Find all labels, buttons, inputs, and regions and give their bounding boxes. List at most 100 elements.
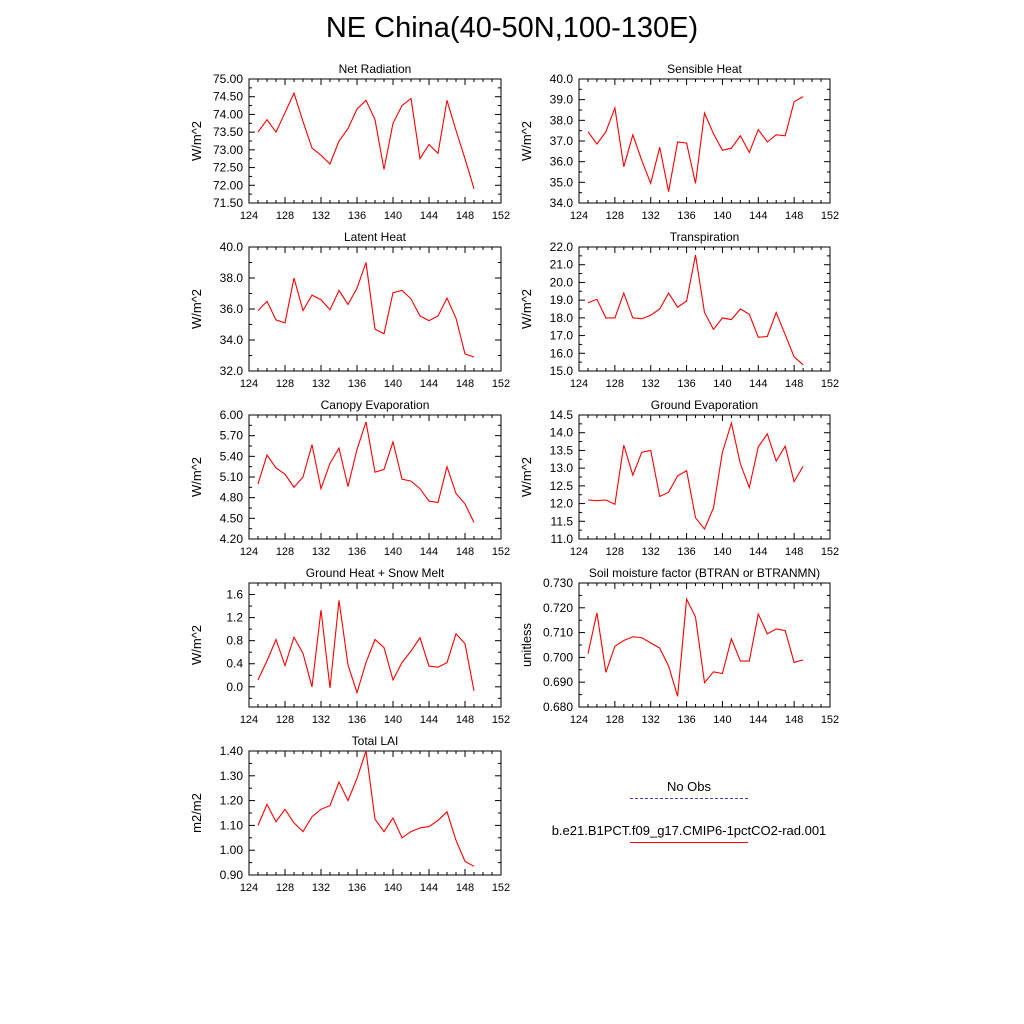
x-tick-label: 140 xyxy=(384,378,402,390)
y-tick-label: 0.720 xyxy=(543,601,573,615)
series-line xyxy=(587,597,804,697)
x-tick-label: 128 xyxy=(276,714,294,726)
x-tick-label: 128 xyxy=(276,546,294,558)
x-tick-label: 132 xyxy=(642,546,660,558)
y-axis-label: W/m^2 xyxy=(189,457,204,497)
x-tick-label: 140 xyxy=(713,378,731,390)
y-tick-label: 0.90 xyxy=(220,868,244,882)
plot-frame xyxy=(248,246,502,372)
plot-frame xyxy=(248,582,502,708)
x-tick-label: 140 xyxy=(384,882,402,894)
legend-label-obs: No Obs xyxy=(666,779,712,794)
x-tick-label: 136 xyxy=(348,882,366,894)
x-tick-label: 132 xyxy=(642,378,660,390)
y-tick-label: 1.20 xyxy=(220,794,244,808)
y-tick-label: 75.00 xyxy=(213,72,243,86)
y-axis-label: W/m^2 xyxy=(519,121,534,161)
y-tick-label: 40.0 xyxy=(220,240,244,254)
x-tick-label: 152 xyxy=(821,714,839,726)
y-tick-label: 37.0 xyxy=(550,134,574,148)
series-line xyxy=(257,600,475,695)
y-tick-label: 22.0 xyxy=(550,240,574,254)
x-tick-label: 124 xyxy=(240,714,258,726)
x-tick-label: 136 xyxy=(348,546,366,558)
x-tick-label: 144 xyxy=(749,210,767,222)
x-tick-label: 152 xyxy=(821,546,839,558)
x-tick-label: 148 xyxy=(785,210,803,222)
y-tick-label: 11.0 xyxy=(551,532,574,546)
panel-title: Soil moisture factor (BTRAN or BTRANMN) xyxy=(589,566,820,580)
x-tick-label: 132 xyxy=(312,378,330,390)
series-line xyxy=(587,420,804,531)
chart-panel-6: Ground Heat + Snow Melt W/m^2 124 128 132 136… xyxy=(189,566,510,726)
y-tick-label: 19.0 xyxy=(550,293,574,307)
y-axis-label: W/m^2 xyxy=(189,625,204,665)
panel-title: Sensible Heat xyxy=(667,62,742,76)
y-tick-label: 18.0 xyxy=(550,311,574,325)
chart-panel-4: Canopy Evaporation W/m^2 124 128 132 136 140 14… xyxy=(189,398,510,558)
panel-title: Latent Heat xyxy=(344,230,407,244)
x-tick-label: 148 xyxy=(785,378,803,390)
x-tick-label: 144 xyxy=(420,714,438,726)
chart-panel-0: Net Radiation W/m^2 124 128 132 136 140 144 148 1… xyxy=(189,62,510,222)
x-tick-label: 144 xyxy=(749,378,767,390)
y-tick-label: 0.680 xyxy=(543,700,573,714)
y-tick-label: 74.50 xyxy=(213,90,243,104)
figure-title: NE China(40-50N,100-130E) xyxy=(325,12,699,44)
series-line xyxy=(257,91,475,189)
x-tick-label: 124 xyxy=(570,210,588,222)
legend-label-model: b.e21.B1PCT.f09_g17.CMIP6-1pctCO2-rad.00… xyxy=(551,823,827,838)
y-tick-label: 15.0 xyxy=(550,364,574,378)
y-tick-label: 35.0 xyxy=(550,175,574,189)
panel-title: Canopy Evaporation xyxy=(321,398,430,412)
y-tick-label: 1.00 xyxy=(220,843,244,857)
y-axis-label: m2/m2 xyxy=(189,793,204,833)
legend: No Obs b.e21.B1PCT.f09_g17.CMIP6-1pctCO2… xyxy=(530,779,848,867)
y-tick-label: 73.00 xyxy=(213,143,243,157)
x-tick-label: 152 xyxy=(492,210,510,222)
y-tick-label: 5.40 xyxy=(220,449,244,463)
y-tick-label: 5.70 xyxy=(220,429,244,443)
x-tick-label: 124 xyxy=(570,714,588,726)
y-axis-label: W/m^2 xyxy=(519,289,534,329)
y-tick-label: 39.0 xyxy=(550,93,574,107)
y-tick-label: 40.0 xyxy=(550,72,574,86)
y-tick-label: 6.00 xyxy=(220,408,244,422)
y-tick-label: 0.690 xyxy=(543,675,573,689)
series-line xyxy=(587,96,804,192)
chart-panel-2: Latent Heat W/m^2 124 128 132 136 140 144 148 152… xyxy=(189,230,510,390)
y-tick-label: 1.6 xyxy=(226,588,243,602)
y-tick-label: 72.50 xyxy=(213,161,243,175)
x-tick-label: 144 xyxy=(749,714,767,726)
y-tick-label: 17.0 xyxy=(550,329,574,343)
x-tick-label: 140 xyxy=(713,714,731,726)
y-tick-label: 38.0 xyxy=(550,113,574,127)
y-tick-label: 73.50 xyxy=(213,125,243,139)
y-tick-label: 13.0 xyxy=(550,461,574,475)
x-tick-label: 132 xyxy=(642,210,660,222)
x-tick-label: 152 xyxy=(492,714,510,726)
chart-panel-7: Soil moisture factor (BTRAN or BTRANMN) u… xyxy=(519,566,839,726)
plot-frame xyxy=(578,78,831,204)
x-tick-label: 136 xyxy=(677,714,695,726)
panel-title: Ground Heat + Snow Melt xyxy=(306,566,445,580)
x-tick-label: 148 xyxy=(456,546,474,558)
y-tick-label: 36.0 xyxy=(550,155,574,169)
x-tick-label: 140 xyxy=(384,546,402,558)
x-tick-label: 128 xyxy=(276,882,294,894)
x-tick-label: 152 xyxy=(492,378,510,390)
x-tick-label: 144 xyxy=(420,210,438,222)
y-tick-label: 74.00 xyxy=(213,107,243,121)
x-tick-label: 124 xyxy=(240,546,258,558)
x-tick-label: 144 xyxy=(749,546,767,558)
y-tick-label: 1.30 xyxy=(220,769,244,783)
x-tick-label: 136 xyxy=(348,210,366,222)
x-tick-label: 128 xyxy=(606,210,624,222)
y-tick-label: 12.0 xyxy=(550,497,574,511)
y-tick-label: 32.0 xyxy=(220,364,244,378)
y-tick-label: 4.20 xyxy=(220,532,244,546)
y-tick-label: 1.2 xyxy=(226,611,243,625)
x-tick-label: 148 xyxy=(456,714,474,726)
panel-title: Net Radiation xyxy=(339,62,412,76)
